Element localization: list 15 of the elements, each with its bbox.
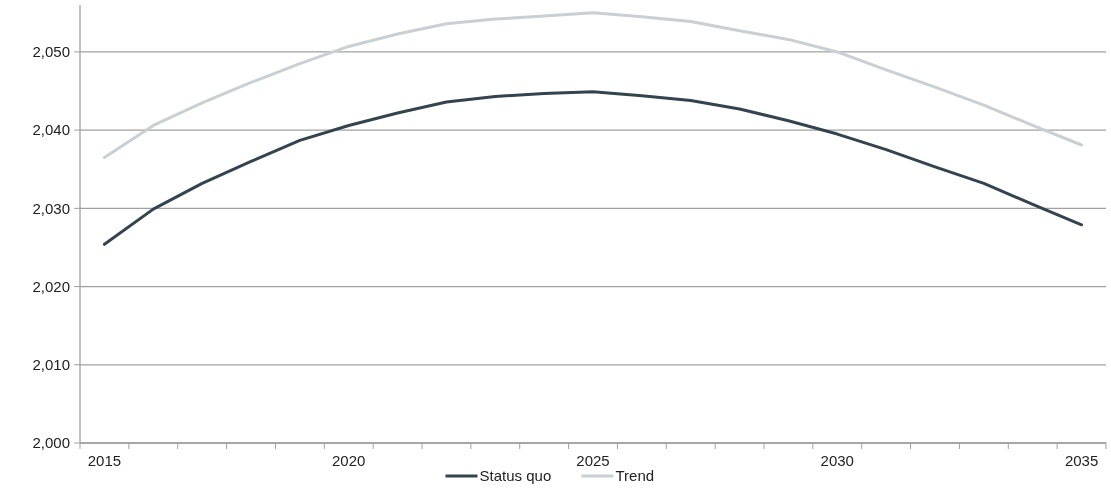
x-tick-label: 2035 [1064,452,1099,469]
y-tick-label: 2,040 [32,121,70,139]
x-tick-label: 2020 [332,452,366,469]
line-series [102,90,1084,246]
y-tick-label: 2,000 [32,434,70,452]
x-tick-label: 2025 [576,452,610,469]
y-tick-label: 2,010 [32,356,70,374]
y-tick-label: 2,030 [32,199,70,217]
x-tick-label: 2015 [87,452,122,469]
x-tick-label: 2030 [820,452,854,469]
y-tick-label: 2,050 [32,43,70,61]
legend-label: Trend [615,467,655,484]
line-series [102,11,1084,160]
y-tick-label: 2,020 [32,277,70,295]
legend-label: Status quo [479,467,552,484]
